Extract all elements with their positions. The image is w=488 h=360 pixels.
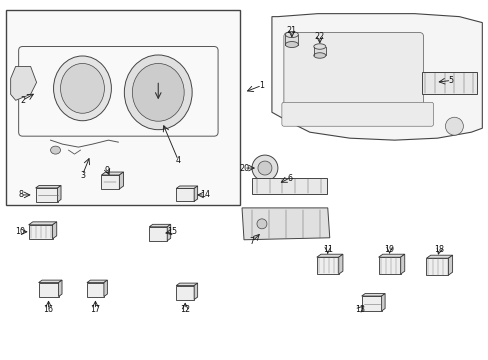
Polygon shape [59,280,62,297]
FancyBboxPatch shape [284,32,423,112]
Polygon shape [36,185,61,188]
Bar [421,72,476,94]
Polygon shape [271,14,481,140]
Bar [426,258,447,275]
Polygon shape [52,222,57,239]
Bar [378,257,400,274]
Bar [176,285,194,300]
Bar [6,10,240,205]
Polygon shape [361,293,385,296]
Polygon shape [176,283,197,285]
Text: 8: 8 [18,190,23,199]
Bar [36,188,58,202]
Ellipse shape [285,41,298,48]
Polygon shape [194,283,197,300]
Ellipse shape [132,63,184,121]
Text: 2: 2 [20,96,25,105]
Polygon shape [149,224,170,227]
Polygon shape [378,254,404,257]
Text: 17: 17 [90,305,100,314]
Bar [87,283,103,297]
Circle shape [445,117,463,135]
Bar [176,189,194,201]
Circle shape [258,161,271,175]
Polygon shape [39,280,62,283]
Polygon shape [167,224,170,241]
Text: 14: 14 [200,190,210,199]
Bar [361,296,381,311]
Text: 1: 1 [259,81,264,90]
Ellipse shape [313,44,325,49]
Polygon shape [338,254,342,274]
Bar [101,175,119,189]
Text: 3: 3 [80,171,85,180]
Text: 15: 15 [167,227,177,236]
Polygon shape [29,222,57,225]
Polygon shape [176,186,197,189]
Text: 4: 4 [175,156,181,165]
Text: 9: 9 [104,166,110,175]
Polygon shape [101,172,123,175]
Text: 7: 7 [249,237,254,246]
Text: 16: 16 [43,305,54,314]
Text: 13: 13 [354,305,364,314]
Text: 22: 22 [314,32,324,41]
Bar [316,257,338,274]
Polygon shape [87,280,107,283]
Text: 19: 19 [384,245,394,254]
Polygon shape [316,254,342,257]
Text: 12: 12 [180,305,190,314]
Polygon shape [447,255,452,275]
Polygon shape [400,254,404,274]
Ellipse shape [124,55,192,130]
Text: 20: 20 [239,163,248,172]
Polygon shape [426,255,452,258]
Circle shape [251,155,277,181]
Text: 6: 6 [287,174,292,183]
Ellipse shape [53,56,111,121]
Text: 21: 21 [286,26,296,35]
Ellipse shape [61,63,104,113]
Circle shape [256,219,266,229]
FancyBboxPatch shape [281,102,432,126]
Bar [39,283,59,297]
Bar [29,225,52,239]
Bar [313,46,325,55]
Polygon shape [11,67,37,100]
Bar [149,227,167,241]
Bar [285,35,298,45]
Text: 11: 11 [322,245,332,254]
Polygon shape [119,172,123,189]
Polygon shape [194,186,197,201]
Bar [252,177,326,194]
Polygon shape [103,280,107,297]
Ellipse shape [313,53,325,58]
Text: 10: 10 [16,227,25,236]
Ellipse shape [50,146,61,154]
Polygon shape [242,208,329,240]
Text: 5: 5 [448,76,453,85]
Polygon shape [381,293,385,311]
Text: 18: 18 [433,245,444,254]
Polygon shape [58,185,61,202]
Ellipse shape [285,32,298,37]
